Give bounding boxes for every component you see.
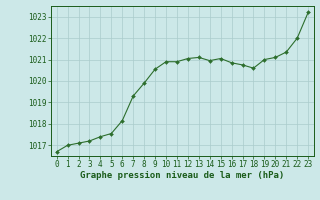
X-axis label: Graphe pression niveau de la mer (hPa): Graphe pression niveau de la mer (hPa) <box>80 171 284 180</box>
